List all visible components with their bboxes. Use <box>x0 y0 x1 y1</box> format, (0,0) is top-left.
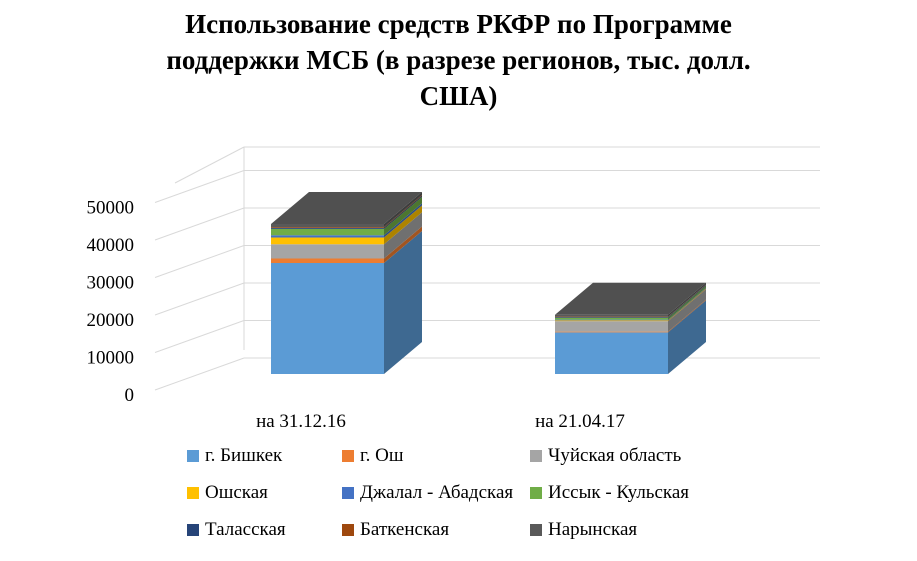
gridline-side <box>154 320 245 353</box>
bar-segment-front <box>555 320 668 322</box>
bar-segment-front <box>555 331 668 333</box>
bar-segment-front <box>555 317 668 318</box>
bar-segment-side <box>384 226 422 263</box>
bar-segment-side <box>384 205 422 245</box>
chart-title-line: поддержки МСБ (в разрезе регионов, тыс. … <box>166 45 751 75</box>
gridline-side <box>154 282 245 316</box>
bar-segment-side <box>668 284 706 317</box>
chart-title: Использование средств РКФР по Программе … <box>0 6 917 114</box>
gridline-side <box>154 245 245 278</box>
gridline-side <box>174 146 245 184</box>
bar-segment-front <box>271 258 384 263</box>
bar-segment-front <box>271 244 384 259</box>
x-axis-labels: на 31.12.16 на 21.04.17 <box>256 411 625 432</box>
bar-segment-side <box>668 288 706 322</box>
gridline-side <box>154 170 245 203</box>
y-tick-label: 40000 <box>87 235 135 256</box>
y-axis-ticks: 0 10000 20000 30000 40000 50000 <box>87 198 135 407</box>
chart-title-line: Использование средств РКФР по Программе <box>185 9 732 39</box>
bar-segment-side <box>668 285 706 318</box>
bar-segment-front <box>555 317 668 320</box>
bar-segment-side <box>384 196 422 236</box>
bar-segment-side <box>668 300 706 374</box>
x-category-label: на 31.12.16 <box>256 411 346 432</box>
bar-segment-side <box>668 287 706 321</box>
bar-segment-side <box>384 195 422 229</box>
gridline-side <box>154 207 245 241</box>
y-tick-label: 10000 <box>87 348 135 369</box>
bar-segment-front <box>271 227 384 228</box>
bar-segment-side <box>384 212 422 259</box>
bar-segment-side <box>668 282 706 317</box>
bar-segment-side <box>384 195 422 228</box>
y-tick-label: 20000 <box>87 310 135 331</box>
bar-segment-front <box>271 228 384 236</box>
bar-segment-front <box>271 237 384 245</box>
bar-segment-front <box>555 314 668 317</box>
x-category-label: на 21.04.17 <box>535 411 625 432</box>
bar-segment-front <box>555 321 668 332</box>
gridline-side <box>154 357 245 391</box>
bar-top-face <box>555 282 706 315</box>
grid-layer <box>154 146 820 391</box>
bar-segment-side <box>384 203 422 238</box>
bar-segment-front <box>271 263 384 374</box>
bar-segment-front <box>555 319 668 321</box>
y-tick-label: 50000 <box>87 198 135 219</box>
bar-segment-front <box>555 316 668 318</box>
bar-segment-side <box>384 192 422 227</box>
bar-segment-front <box>271 227 384 229</box>
bar-segment-front <box>271 224 384 227</box>
y-tick-label: 30000 <box>87 273 135 294</box>
bars-layer <box>271 192 706 374</box>
bar-segment-front <box>555 332 668 374</box>
bar-segment-side <box>668 285 706 320</box>
chart-title-line: США) <box>419 81 498 111</box>
bar-segment-side <box>668 299 706 333</box>
bar-segment-side <box>384 231 422 374</box>
y-tick-label: 0 <box>125 385 135 406</box>
bar-segment-front <box>271 235 384 238</box>
bar-segment-side <box>668 289 706 332</box>
bar-top-face <box>271 192 422 224</box>
